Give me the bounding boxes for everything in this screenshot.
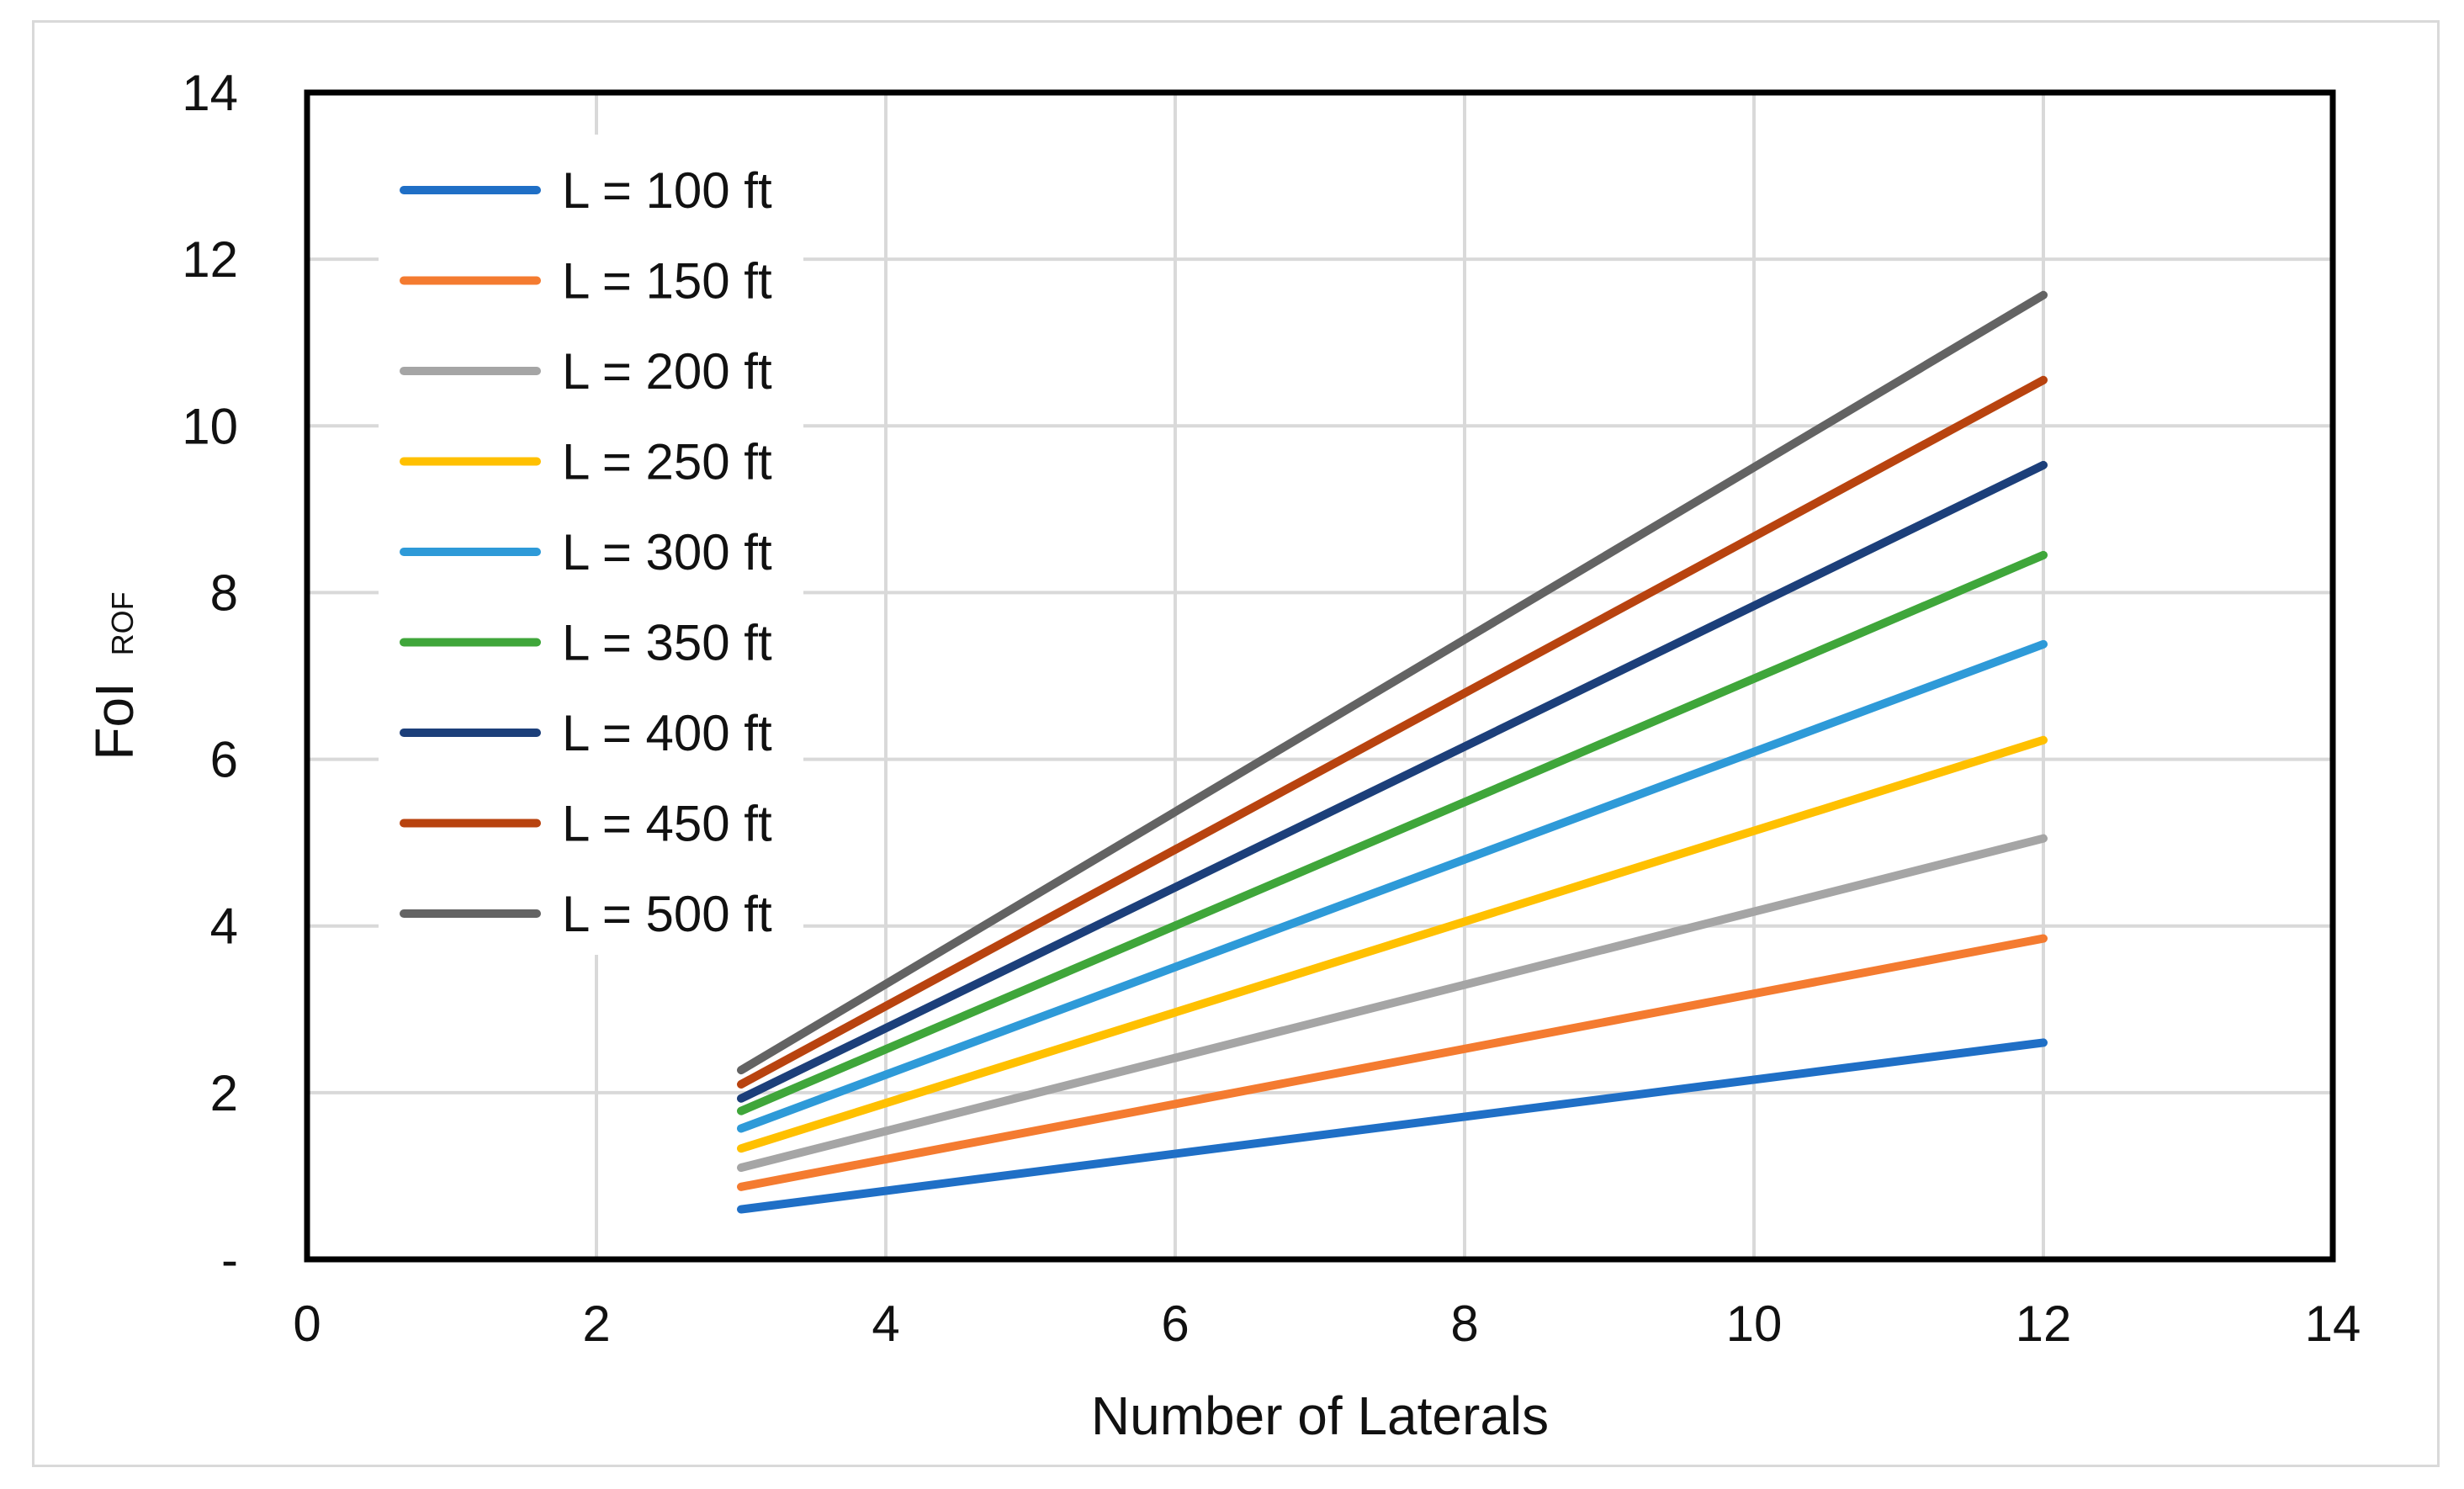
legend: L = 100 ft L = 150 ft L = 200 ft L = 250 ft… (379, 135, 803, 955)
x-tick-label: 0 (293, 1296, 321, 1352)
y-tick-label: 10 (182, 398, 238, 454)
legend-label: L = 150 ft (562, 253, 772, 310)
legend-background (379, 135, 803, 955)
legend-label: L = 250 ft (562, 434, 772, 490)
series-lines (737, 290, 2048, 1214)
x-axis-tick-labels: 0 2 4 6 8 10 12 14 (293, 1296, 2361, 1352)
legend-label: L = 100 ft (562, 162, 772, 219)
x-tick-label: 14 (2305, 1296, 2361, 1352)
legend-label: L = 300 ft (562, 524, 772, 580)
x-axis-title: Number of Laterals (1091, 1386, 1549, 1446)
y-axis-title-subscript: ROF (105, 591, 140, 655)
x-tick-label: 12 (2016, 1296, 2072, 1352)
y-tick-label: 6 (210, 732, 238, 788)
y-axis-tick-labels: - 2 4 6 8 10 12 14 (182, 65, 238, 1288)
series-line (737, 460, 2048, 1103)
x-tick-label: 6 (1161, 1296, 1189, 1352)
series-line (737, 550, 2048, 1115)
legend-label: L = 350 ft (562, 615, 772, 671)
y-tick-label: 4 (210, 898, 238, 955)
x-tick-label: 2 (582, 1296, 610, 1352)
x-tick-label: 4 (872, 1296, 899, 1352)
series-line (737, 639, 2048, 1133)
series-line (737, 934, 2048, 1191)
series-line (737, 834, 2048, 1173)
y-axis-title: FoI ROF (84, 591, 145, 760)
series-line (737, 735, 2048, 1153)
y-tick-label: - (221, 1232, 238, 1288)
y-tick-label: 12 (182, 231, 238, 288)
x-tick-label: 10 (1726, 1296, 1783, 1352)
legend-label: L = 200 ft (562, 343, 772, 400)
y-axis-title-main: FoI (84, 682, 145, 760)
legend-label: L = 450 ft (562, 796, 772, 852)
series-line (737, 1038, 2048, 1214)
series-line (737, 290, 2048, 1075)
plot-area-border (304, 89, 2336, 1263)
legend-label: L = 400 ft (562, 705, 772, 761)
y-tick-label: 8 (210, 564, 238, 621)
x-tick-label: 8 (1450, 1296, 1478, 1352)
legend-label: L = 500 ft (562, 886, 772, 942)
y-tick-label: 2 (210, 1065, 238, 1121)
y-tick-label: 14 (182, 65, 238, 121)
series-line (737, 375, 2048, 1089)
